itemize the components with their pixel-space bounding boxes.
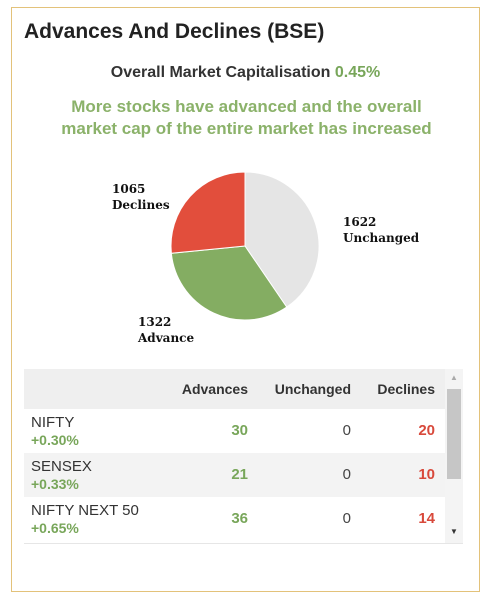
advances-value: 30 xyxy=(231,422,248,439)
pie-label-declines: 1065 Declines xyxy=(112,181,170,213)
table-header: Advances Unchanged Declines xyxy=(24,369,445,409)
scroll-down-icon[interactable]: ▼ xyxy=(450,527,458,536)
pie-label-advance-name: Advance xyxy=(138,331,195,345)
advances-value: 36 xyxy=(231,510,248,527)
scrollbar-thumb[interactable] xyxy=(447,389,461,479)
declines-value: 14 xyxy=(418,510,435,527)
declines-value: 10 xyxy=(418,466,435,483)
advances-declines-card: Advances And Declines (BSE) Overall Mark… xyxy=(11,7,480,592)
pie-label-unchanged-value: 1622 xyxy=(343,215,377,229)
advance-decline-pie-chart xyxy=(170,171,320,321)
pie-slice-advance[interactable] xyxy=(170,245,288,321)
market-cap-label: Overall Market Capitalisation xyxy=(110,64,331,81)
pie-label-unchanged-name: Unchanged xyxy=(343,231,420,245)
pie-label-declines-value: 1065 xyxy=(112,182,146,196)
market-cap-line: Overall Market Capitalisation 0.45% xyxy=(12,64,479,82)
index-change: +0.30% xyxy=(31,432,79,448)
table-row[interactable]: SENSEX +0.33% 21 0 10 xyxy=(24,453,445,497)
declines-value: 20 xyxy=(418,422,435,439)
scroll-up-icon[interactable]: ▲ xyxy=(450,373,458,382)
market-message: More stocks have advanced and the overal… xyxy=(32,96,461,140)
market-message-line2: market cap of the entire market has incr… xyxy=(61,119,432,138)
card-title: Advances And Declines (BSE) xyxy=(24,20,325,43)
index-change: +0.65% xyxy=(31,520,79,536)
pie-slice-declines[interactable] xyxy=(170,171,246,254)
unchanged-value: 0 xyxy=(342,422,351,439)
table-scrollbar[interactable]: ▲ ▼ xyxy=(445,369,463,543)
index-change: +0.33% xyxy=(31,476,79,492)
pie-label-advance-value: 1322 xyxy=(138,315,172,329)
index-name: NIFTY xyxy=(31,414,75,431)
index-breadth-table: Advances Unchanged Declines NIFTY +0.30%… xyxy=(24,369,463,543)
table-bottom-divider xyxy=(24,543,463,544)
market-message-line1: More stocks have advanced and the overal… xyxy=(71,97,422,116)
unchanged-value: 0 xyxy=(342,466,351,483)
pie-label-unchanged: 1622 Unchanged xyxy=(343,214,419,246)
table-row[interactable]: NIFTY +0.30% 30 0 20 xyxy=(24,409,445,453)
header-advances[interactable]: Advances xyxy=(181,381,248,397)
unchanged-value: 0 xyxy=(342,510,351,527)
market-cap-value: 0.45% xyxy=(334,64,381,81)
pie-slice-unchanged[interactable] xyxy=(244,171,320,308)
pie-label-declines-name: Declines xyxy=(112,198,170,212)
index-name: SENSEX xyxy=(31,458,92,475)
pie-label-advance: 1322 Advance xyxy=(138,314,194,346)
header-declines[interactable]: Declines xyxy=(377,381,435,397)
header-unchanged[interactable]: Unchanged xyxy=(274,381,351,397)
advances-value: 21 xyxy=(231,466,248,483)
table-row[interactable]: NIFTY NEXT 50 +0.65% 36 0 14 xyxy=(24,497,445,541)
index-name: NIFTY NEXT 50 xyxy=(31,502,139,519)
